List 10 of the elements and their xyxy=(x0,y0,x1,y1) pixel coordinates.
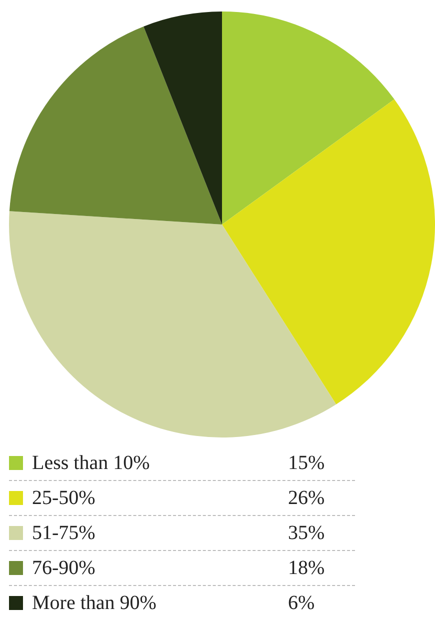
legend-label: More than 90% xyxy=(32,592,158,614)
data-label: 6% xyxy=(288,592,315,614)
data-label: 35% xyxy=(288,522,325,544)
legend-label: 76-90% xyxy=(32,556,96,580)
data-label: 15% xyxy=(288,452,325,474)
legend-label: 51-75% xyxy=(32,522,96,544)
data-label: 18% xyxy=(288,556,325,580)
legend-label: 25-50% xyxy=(32,486,96,510)
data-label: 26% xyxy=(288,486,325,510)
legend-label: Less than 10% xyxy=(32,452,151,474)
